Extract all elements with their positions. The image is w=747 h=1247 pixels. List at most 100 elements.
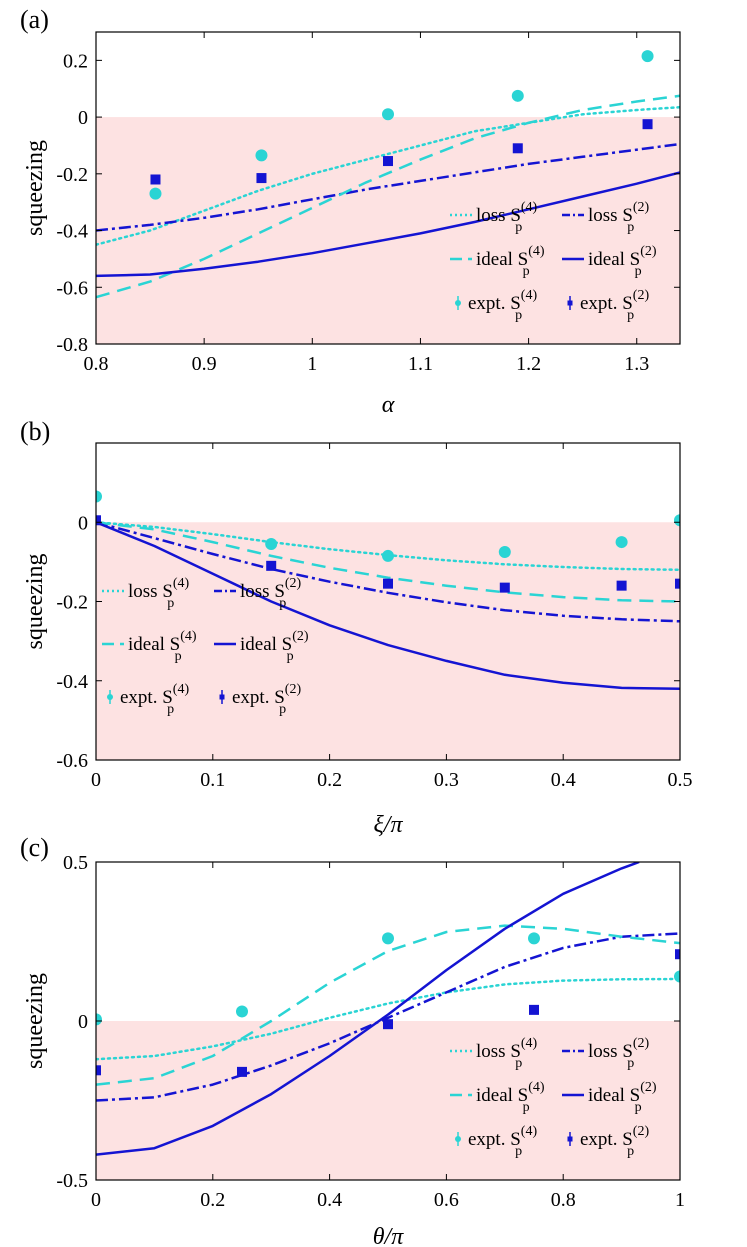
expt-point-s2: [512, 143, 523, 154]
expt-point-s2: [529, 1004, 539, 1015]
y-tick-label: -0.6: [56, 750, 88, 772]
legend: loss S(4) p loss S(2) p ideal S(4) p ideal S(2…: [102, 576, 309, 717]
expt-point-s2: [383, 1019, 393, 1030]
x-tick-label: 0.5: [668, 769, 693, 791]
legend-label-expt4: expt. S(4) p: [468, 1124, 537, 1159]
panel-b: 0 0.1 0.2 0.3 0.4 0.5 -0.6 -0.4 -0.2 0 (b) squeezin…: [20, 417, 693, 838]
y-tick-label: -0.4: [56, 221, 88, 243]
curve-dotted: [96, 105, 680, 246]
expt-point-s2: [499, 582, 510, 593]
curve-solid: [96, 862, 640, 1156]
expt-point-s4: [382, 932, 394, 945]
negative-region-shade: [96, 1021, 680, 1180]
legend-label-ideal4: ideal S(4) p: [476, 1080, 545, 1115]
expt-point-s2: [256, 173, 267, 184]
y-tick-label: -0.6: [56, 277, 88, 299]
legend-label-expt2: expt. S(2) p: [580, 288, 649, 323]
x-tick-label: 0.8: [551, 1189, 576, 1211]
legend-marker-square: [567, 300, 573, 306]
expt-point-s2: [675, 949, 680, 960]
legend-label-loss2: loss S(2) p: [240, 576, 302, 611]
expt-point-s4: [498, 545, 511, 558]
x-tick-label: 0.2: [200, 1189, 225, 1211]
curve-solid: [96, 171, 680, 278]
expt-point-s4: [236, 1005, 248, 1018]
legend-label-expt2: expt. S(2) p: [232, 682, 301, 717]
y-tick-label: -0.8: [56, 334, 88, 356]
x-tick-label: 0.8: [84, 353, 109, 375]
legend-label-loss4: loss S(4) p: [476, 200, 538, 235]
curve-dashdot: [96, 932, 680, 1102]
x-tick-label: 0.4: [551, 769, 576, 791]
expt-point-s4: [149, 187, 162, 200]
legend-label-loss2: loss S(2) p: [588, 1036, 650, 1071]
legend-label-ideal2: ideal S(2) p: [588, 244, 657, 279]
curve-dashdot: [96, 142, 680, 232]
expt-point-s2: [96, 1065, 101, 1076]
x-axis-label: ξ/π: [374, 812, 404, 838]
expt-point-s4: [528, 932, 540, 945]
curve-dotted: [96, 977, 680, 1061]
expt-point-s2: [237, 1066, 247, 1077]
x-axis-label: θ/π: [373, 1224, 404, 1247]
x-tick-label: 1: [675, 1189, 685, 1211]
expt-point-s4: [382, 108, 394, 121]
x-tick-label: 0: [91, 769, 101, 791]
expt-point-s4: [382, 549, 394, 562]
curve-solid: [96, 521, 680, 690]
x-tick-label: 1.1: [408, 353, 433, 375]
y-axis-label: squeezing: [22, 973, 48, 1069]
panel-c: 0 0.2 0.4 0.6 0.8 1-0.500.5(c)squeezingθ/πlos…: [20, 833, 685, 1247]
legend-label-expt2: expt. S(2) p: [580, 1124, 649, 1159]
y-tick-label: -0.4: [56, 671, 88, 693]
legend-label-expt4: expt. S(4) p: [468, 288, 537, 323]
legend-marker-square: [219, 694, 225, 700]
x-tick-label: 0.3: [434, 769, 459, 791]
x-tick-label: 0.4: [317, 1189, 342, 1211]
curve-dashed: [96, 924, 680, 1086]
plot-area: [96, 490, 680, 690]
expt-point-s2: [96, 515, 101, 526]
expt-point-s4: [96, 1013, 102, 1026]
legend-label-ideal2: ideal S(2) p: [588, 1080, 657, 1115]
y-tick-label: 0.5: [63, 852, 88, 874]
y-tick-label: 0: [78, 512, 88, 534]
expt-point-s4: [265, 538, 278, 551]
curve-dashed: [96, 94, 680, 299]
legend-marker-circle: [455, 300, 461, 306]
x-tick-label: 1.2: [516, 353, 541, 375]
y-axis-label: squeezing: [22, 554, 48, 650]
expt-point-s4: [255, 149, 268, 162]
expt-point-s2: [383, 156, 393, 167]
expt-point-s2: [150, 174, 161, 185]
x-tick-label: 0.2: [317, 769, 342, 791]
x-tick-label: 0.6: [434, 1189, 459, 1211]
expt-point-s4: [641, 50, 654, 63]
expt-point-s2: [616, 580, 627, 591]
x-tick-label: 1: [307, 353, 317, 375]
y-axis-label: squeezing: [22, 140, 48, 236]
y-tick-label: -0.2: [56, 164, 88, 186]
expt-point-s2: [675, 578, 680, 589]
expt-point-s4: [615, 536, 628, 549]
curve-dashed: [96, 521, 680, 603]
y-tick-label: -0.2: [56, 592, 88, 614]
y-tick-label: 0.2: [63, 50, 88, 72]
legend-label-loss4: loss S(4) p: [476, 1036, 538, 1071]
x-tick-label: 0: [91, 1189, 101, 1211]
expt-point-s2: [642, 119, 653, 130]
x-axis-label: α: [382, 392, 395, 418]
x-tick-label: 0.1: [200, 769, 225, 791]
curve-dashdot: [96, 521, 680, 623]
legend-label-ideal4: ideal S(4) p: [128, 629, 197, 664]
x-tick-label: 1.3: [624, 353, 649, 375]
plot-area: [96, 50, 680, 299]
y-tick-label: -0.5: [56, 1170, 88, 1192]
panel-label: (b): [20, 417, 50, 446]
panel-label: (a): [20, 5, 49, 34]
legend: loss S(4) p loss S(2) p ideal S(4) p ideal S(2…: [450, 200, 657, 323]
axes-frame: [95, 31, 681, 345]
legend: loss S(4) p loss S(2) p ideal S(4) p ideal S(2…: [450, 1036, 657, 1159]
panel-label: (c): [20, 833, 49, 862]
